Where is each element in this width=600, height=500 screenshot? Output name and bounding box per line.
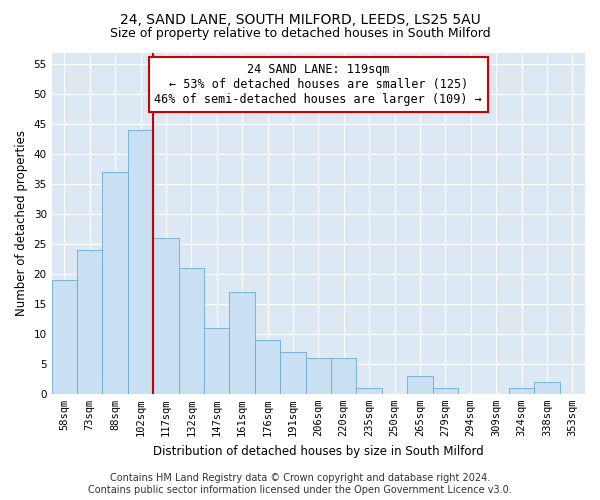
Bar	[305, 358, 331, 394]
Y-axis label: Number of detached properties: Number of detached properties	[15, 130, 28, 316]
Bar	[179, 268, 204, 394]
Bar	[356, 388, 382, 394]
Bar	[229, 292, 255, 394]
Text: 24, SAND LANE, SOUTH MILFORD, LEEDS, LS25 5AU: 24, SAND LANE, SOUTH MILFORD, LEEDS, LS2…	[119, 12, 481, 26]
Bar	[204, 328, 229, 394]
Text: Size of property relative to detached houses in South Milford: Size of property relative to detached ho…	[110, 28, 490, 40]
Text: 24 SAND LANE: 119sqm
← 53% of detached houses are smaller (125)
46% of semi-deta: 24 SAND LANE: 119sqm ← 53% of detached h…	[154, 62, 482, 106]
Bar	[52, 280, 77, 394]
Bar	[534, 382, 560, 394]
Text: Contains HM Land Registry data © Crown copyright and database right 2024.
Contai: Contains HM Land Registry data © Crown c…	[88, 474, 512, 495]
Bar	[153, 238, 179, 394]
Bar	[255, 340, 280, 394]
Bar	[433, 388, 458, 394]
Bar	[128, 130, 153, 394]
Bar	[509, 388, 534, 394]
Bar	[280, 352, 305, 394]
X-axis label: Distribution of detached houses by size in South Milford: Distribution of detached houses by size …	[153, 444, 484, 458]
Bar	[407, 376, 433, 394]
Bar	[77, 250, 103, 394]
Bar	[331, 358, 356, 394]
Bar	[103, 172, 128, 394]
